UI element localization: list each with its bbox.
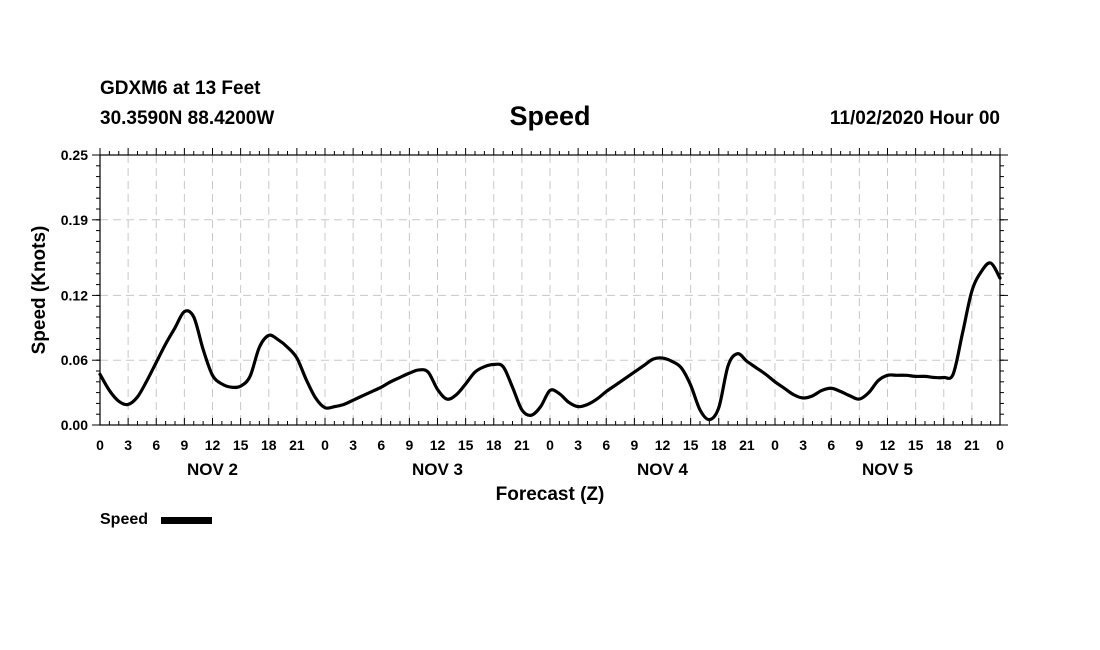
x-tick-label: 15 <box>458 437 474 453</box>
series-layer <box>98 261 1002 422</box>
x-tick-label: 0 <box>321 437 329 453</box>
x-tick-label: 9 <box>180 437 188 453</box>
x-axis: 0 3 6 9 12 15 18 21 0 3 6 9 12 15 18 21 0 3 6 9 12 15 18 21 0 3 6 9… <box>96 148 1004 479</box>
legend-label: Speed <box>100 511 148 528</box>
x-tick-label: 12 <box>655 437 671 453</box>
x-day-label: NOV 3 <box>412 460 463 479</box>
x-tick-label: 15 <box>908 437 924 453</box>
x-tick-label: 3 <box>124 437 132 453</box>
x-tick-label: 6 <box>827 437 835 453</box>
y-axis: 0.00 0.06 0.12 0.19 0.25 <box>61 147 1008 433</box>
x-tick-label: 3 <box>574 437 582 453</box>
x-tick-label: 21 <box>739 437 755 453</box>
x-tick-label: 18 <box>711 437 727 453</box>
plot-frame <box>99 154 1001 426</box>
x-tick-label: 12 <box>205 437 221 453</box>
x-tick-label: 21 <box>514 437 530 453</box>
legend: Speed <box>100 511 212 528</box>
series-line-speed <box>98 261 1002 422</box>
x-tick-label: 6 <box>152 437 160 453</box>
x-day-label: NOV 2 <box>187 460 238 479</box>
x-tick-label: 12 <box>430 437 446 453</box>
x-day-label: NOV 4 <box>637 460 689 479</box>
legend-swatch <box>161 517 212 524</box>
x-tick-label: 0 <box>996 437 1004 453</box>
x-tick-label: 9 <box>630 437 638 453</box>
x-tick-label: 21 <box>289 437 305 453</box>
x-tick-label: 15 <box>233 437 249 453</box>
x-day-label: NOV 5 <box>862 460 913 479</box>
gridlines <box>100 155 1000 425</box>
x-tick-label: 18 <box>936 437 952 453</box>
y-tick-label: 0.12 <box>61 287 88 303</box>
x-tick-label: 9 <box>855 437 863 453</box>
x-tick-label: 18 <box>486 437 502 453</box>
x-tick-label: 9 <box>405 437 413 453</box>
x-tick-label: 0 <box>546 437 554 453</box>
station-label: GDXM6 at 13 Feet <box>100 78 261 99</box>
y-tick-label: 0.25 <box>61 147 88 163</box>
x-tick-label: 15 <box>683 437 699 453</box>
x-tick-label: 3 <box>799 437 807 453</box>
x-tick-label: 21 <box>964 437 980 453</box>
y-axis-title: Speed (Knots) <box>29 226 50 355</box>
x-tick-label: 0 <box>96 437 104 453</box>
x-tick-label: 12 <box>880 437 896 453</box>
x-tick-label: 6 <box>602 437 610 453</box>
x-tick-label: 0 <box>771 437 779 453</box>
x-tick-label: 18 <box>261 437 277 453</box>
y-tick-label: 0.19 <box>61 212 88 228</box>
x-tick-label: 3 <box>349 437 357 453</box>
x-tick-label: 6 <box>377 437 385 453</box>
chart-title: Speed <box>509 101 590 131</box>
forecast-timestamp: 11/02/2020 Hour 00 <box>830 108 1000 129</box>
location-label: 30.3590N 88.4200W <box>100 108 274 129</box>
x-axis-title: Forecast (Z) <box>496 484 605 505</box>
y-tick-label: 0.06 <box>61 352 88 368</box>
y-tick-label: 0.00 <box>61 417 88 433</box>
